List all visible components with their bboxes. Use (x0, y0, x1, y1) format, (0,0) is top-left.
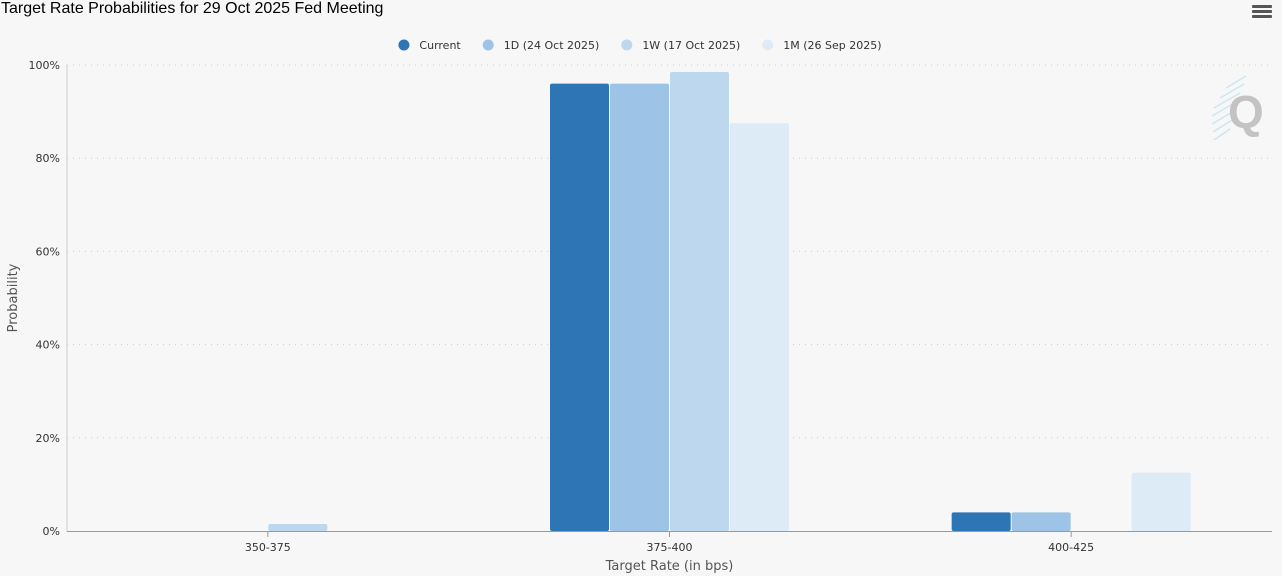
legend-marker (621, 39, 633, 51)
legend-label: Current (419, 39, 461, 52)
x-axis-title: Target Rate (in bps) (605, 559, 734, 574)
watermark-letter: Q (1228, 86, 1264, 138)
y-tick-label: 100% (29, 59, 60, 72)
bar[interactable] (670, 71, 729, 532)
bar[interactable] (1131, 472, 1191, 531)
hamburger-menu-icon[interactable] (1252, 5, 1272, 21)
legend-marker (398, 39, 410, 51)
legend-label: 1D (24 Oct 2025) (504, 39, 600, 52)
y-tick-label: 20% (36, 432, 60, 445)
legend-item[interactable]: Current (398, 39, 461, 52)
bar[interactable] (610, 83, 669, 531)
legend-item[interactable]: 1W (17 Oct 2025) (621, 39, 740, 52)
x-tick-label: 350-375 (245, 541, 291, 554)
bar[interactable] (1011, 512, 1071, 531)
legend-item[interactable]: 1D (24 Oct 2025) (482, 39, 600, 52)
x-tick-label: 400-425 (1048, 541, 1094, 554)
legend-marker (762, 39, 774, 51)
page-title: Target Rate Probabilities for 29 Oct 202… (1, 0, 384, 17)
y-tick-label: 40% (36, 339, 60, 352)
bar[interactable] (951, 512, 1011, 531)
legend-label: 1M (26 Sep 2025) (783, 39, 881, 52)
bar[interactable] (730, 123, 789, 531)
watermark-logo: Q (1211, 75, 1264, 141)
legend-label: 1W (17 Oct 2025) (642, 39, 740, 52)
y-tick-label: 0% (43, 525, 60, 538)
legend-item[interactable]: 1M (26 Sep 2025) (762, 39, 882, 52)
x-tick-label: 375-400 (647, 541, 693, 554)
y-tick-label: 60% (36, 245, 60, 258)
y-tick-label: 80% (36, 152, 60, 165)
legend-marker (482, 39, 494, 51)
bar[interactable] (268, 524, 328, 531)
y-axis-title: Probability (6, 263, 21, 332)
bar[interactable] (550, 83, 609, 531)
